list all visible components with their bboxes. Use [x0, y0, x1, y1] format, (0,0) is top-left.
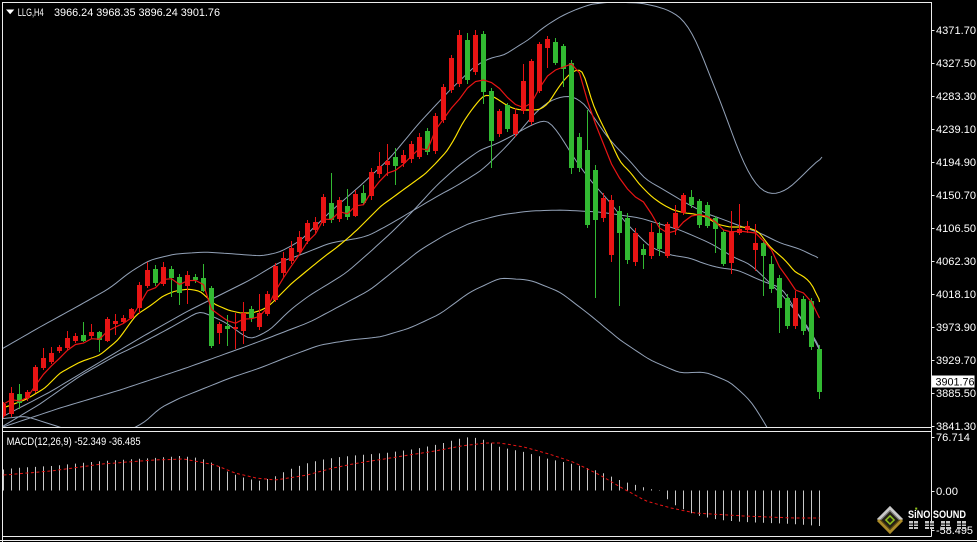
svg-text:4283.30: 4283.30: [936, 91, 976, 103]
svg-text:4106.50: 4106.50: [936, 223, 976, 235]
svg-text:3841.30: 3841.30: [936, 421, 976, 433]
svg-text:3901.76: 3901.76: [936, 377, 975, 389]
svg-text:4239.10: 4239.10: [936, 124, 976, 136]
svg-text:4371.70: 4371.70: [936, 25, 976, 37]
svg-text:4150.70: 4150.70: [936, 190, 976, 202]
svg-text:3885.50: 3885.50: [936, 388, 976, 400]
svg-text:4194.90: 4194.90: [936, 157, 976, 169]
svg-text:SiNO SOUND: SiNO SOUND: [908, 509, 966, 521]
svg-text:LLG,H4: LLG,H4: [18, 7, 44, 19]
svg-text:3929.70: 3929.70: [936, 355, 976, 367]
svg-text:4327.50: 4327.50: [936, 58, 976, 70]
svg-text:3966.24 3968.35 3896.24 3901.7: 3966.24 3968.35 3896.24 3901.76: [54, 7, 220, 19]
svg-text:0.00: 0.00: [936, 486, 958, 498]
svg-text:76.714: 76.714: [936, 432, 970, 444]
svg-text:4018.10: 4018.10: [936, 289, 976, 301]
svg-text:3973.90: 3973.90: [936, 322, 976, 334]
svg-text:4062.30: 4062.30: [936, 256, 976, 268]
svg-text:MACD(12,26,9) -52.349 -36.485: MACD(12,26,9) -52.349 -36.485: [7, 436, 141, 448]
